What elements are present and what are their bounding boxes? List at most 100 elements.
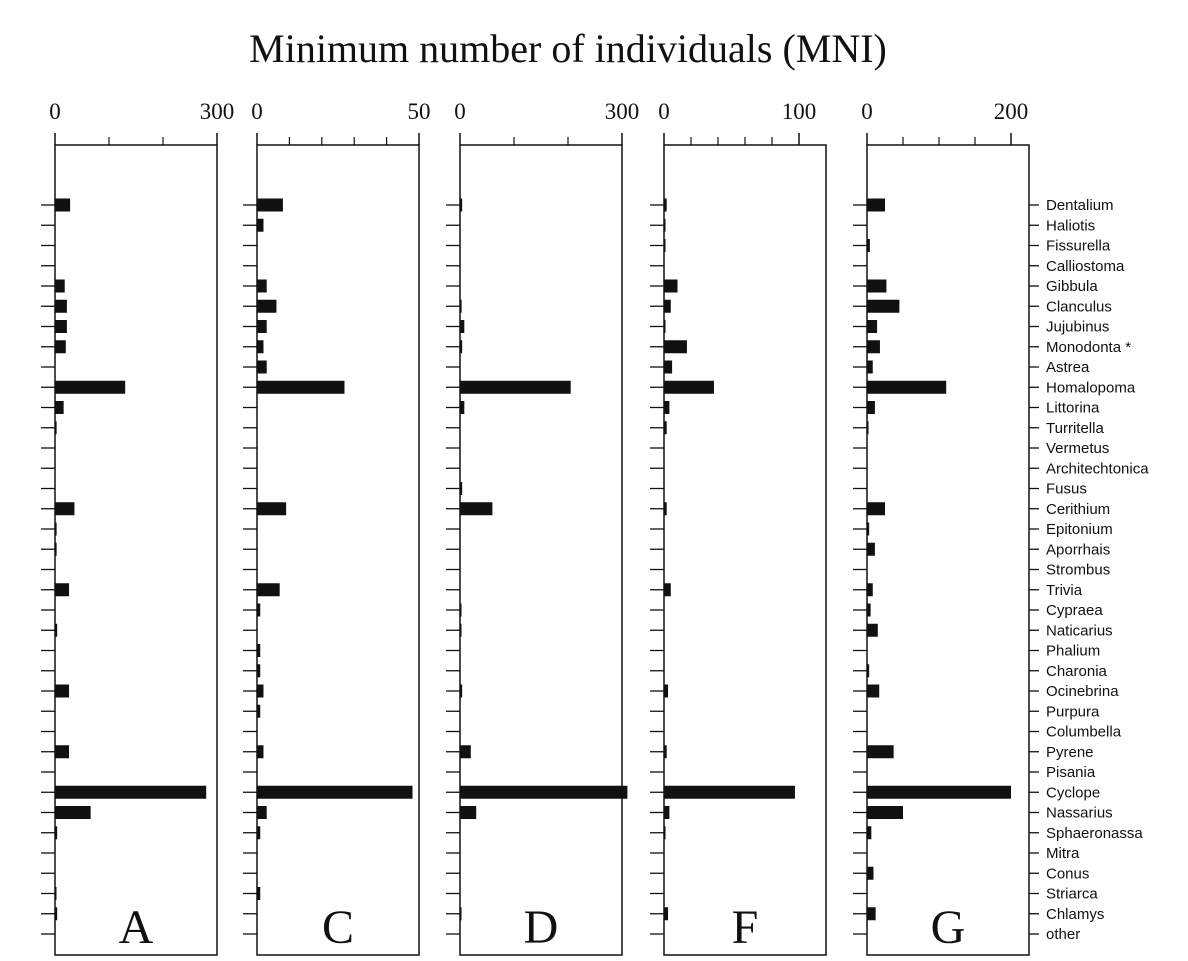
bar-a-monodonta [55, 340, 66, 354]
bar-d-fusus [460, 482, 463, 495]
genus-label-dentalium: Dentalium [1046, 197, 1114, 214]
bar-g-chlamys [867, 907, 876, 921]
bar-d-jujubinus [460, 320, 465, 333]
x-tick-label: 50 [408, 99, 431, 124]
panel-f: 0 100 F [650, 99, 827, 956]
panel-frame [54, 144, 218, 956]
bar-d-littorina [460, 401, 465, 414]
bar-c-nassarius [257, 806, 267, 819]
bar-c-pyrene [257, 745, 264, 759]
genus-label-vermetus: Vermetus [1046, 440, 1109, 457]
bar-a-aporrhais [55, 542, 57, 556]
bar-f-cyclope [664, 785, 795, 799]
genus-label-charonia: Charonia [1046, 663, 1108, 680]
genus-label-homalopoma: Homalopoma [1046, 379, 1136, 396]
bar-d-cyclope [460, 785, 628, 799]
bar-d-chlamys [460, 907, 462, 921]
genus-label-purpura: Purpura [1046, 703, 1100, 720]
bar-c-trivia [257, 583, 280, 597]
panels: 0 300 A 0 50 C 0 300 D 0 100 F 0 200 G [41, 99, 1030, 956]
bar-c-charonia [257, 664, 261, 678]
bar-f-pyrene [664, 745, 667, 759]
bar-a-cyclope [55, 785, 207, 799]
bar-d-dentalium [460, 198, 463, 212]
genus-label-haliotis: Haliotis [1046, 217, 1095, 234]
bar-g-aporrhais [867, 542, 875, 556]
genus-label-gibbula: Gibbula [1046, 278, 1098, 295]
bar-f-jujubinus [664, 320, 666, 333]
bar-c-purpura [257, 704, 261, 718]
chart-title: Minimum number of individuals (MNI) [249, 26, 887, 71]
bar-g-cyclope [867, 785, 1011, 799]
bar-a-naticarius [55, 623, 58, 637]
bar-a-ocinebrina [55, 684, 70, 698]
bar-g-conus [867, 866, 874, 880]
genus-label-phalium: Phalium [1046, 643, 1100, 660]
genus-label-other: other [1046, 926, 1080, 943]
bar-a-gibbula [55, 279, 65, 293]
x-tick-label: 0 [861, 99, 873, 124]
bar-g-ocinebrina [867, 684, 880, 698]
bar-a-nassarius [55, 806, 91, 819]
bar-d-homalopoma [460, 380, 571, 394]
bar-f-haliotis [664, 218, 666, 232]
genus-label-ocinebrina: Ocinebrina [1046, 683, 1119, 700]
bar-g-nassarius [867, 806, 903, 819]
genus-label-strombus: Strombus [1046, 562, 1110, 579]
panel-d: 0 300 D [446, 99, 640, 956]
genus-label-pisania: Pisania [1046, 764, 1096, 781]
bar-a-cerithium [55, 502, 75, 516]
genus-label-striarca: Striarca [1046, 886, 1098, 903]
genus-label-chlamys: Chlamys [1046, 906, 1104, 923]
bar-g-trivia [867, 583, 873, 597]
genus-label-columbella: Columbella [1046, 724, 1122, 741]
bar-g-cerithium [867, 502, 885, 516]
bar-c-monodonta [257, 340, 264, 354]
bar-a-jujubinus [55, 320, 67, 333]
bar-f-cerithium [664, 502, 667, 516]
genus-label-cerithium: Cerithium [1046, 501, 1110, 518]
panel-frame [459, 144, 623, 956]
bar-d-cypraea [460, 603, 462, 617]
bar-a-chlamys [55, 907, 58, 921]
bar-g-epitonium [867, 522, 870, 536]
genus-label-turritella: Turritella [1046, 420, 1104, 437]
bar-g-astrea [867, 360, 873, 374]
panel-label: D [524, 901, 559, 954]
genus-label-mitra: Mitra [1046, 845, 1080, 862]
genus-label-littorina: Littorina [1046, 400, 1100, 417]
x-tick-label: 300 [605, 99, 640, 124]
genus-label-sphaeronassa: Sphaeronassa [1046, 825, 1143, 842]
bar-c-cypraea [257, 603, 261, 617]
bar-f-littorina [664, 401, 670, 414]
panel-c: 0 50 C [243, 99, 431, 956]
bar-f-chlamys [664, 907, 669, 921]
bar-a-pyrene [55, 745, 70, 759]
genus-label-epitonium: Epitonium [1046, 521, 1113, 538]
x-tick-label: 100 [782, 99, 817, 124]
x-tick-label: 300 [200, 99, 235, 124]
bar-c-astrea [257, 360, 267, 374]
genus-label-fusus: Fusus [1046, 481, 1087, 498]
bar-c-homalopoma [257, 380, 345, 394]
bar-c-jujubinus [257, 320, 267, 333]
bar-f-clanculus [664, 299, 671, 313]
bar-f-ocinebrina [664, 684, 669, 698]
genus-label-aporrhais: Aporrhais [1046, 541, 1110, 558]
bar-a-sphaeronassa [55, 826, 58, 840]
genus-label-monodonta: Monodonta * [1046, 339, 1131, 356]
bar-c-cyclope [257, 785, 413, 799]
bar-g-turritella [867, 421, 869, 435]
x-tick-label: 200 [994, 99, 1029, 124]
genus-label-pyrene: Pyrene [1046, 744, 1094, 761]
bar-c-ocinebrina [257, 684, 264, 698]
bar-a-epitonium [55, 522, 57, 536]
bar-c-gibbula [257, 279, 267, 293]
bar-c-cerithium [257, 502, 287, 516]
bar-g-cypraea [867, 603, 871, 617]
bar-c-sphaeronassa [257, 826, 261, 840]
genus-label-cyclope: Cyclope [1046, 784, 1100, 801]
panel-label: A [119, 901, 154, 954]
bar-g-charonia [867, 664, 870, 678]
bar-f-trivia [664, 583, 671, 597]
